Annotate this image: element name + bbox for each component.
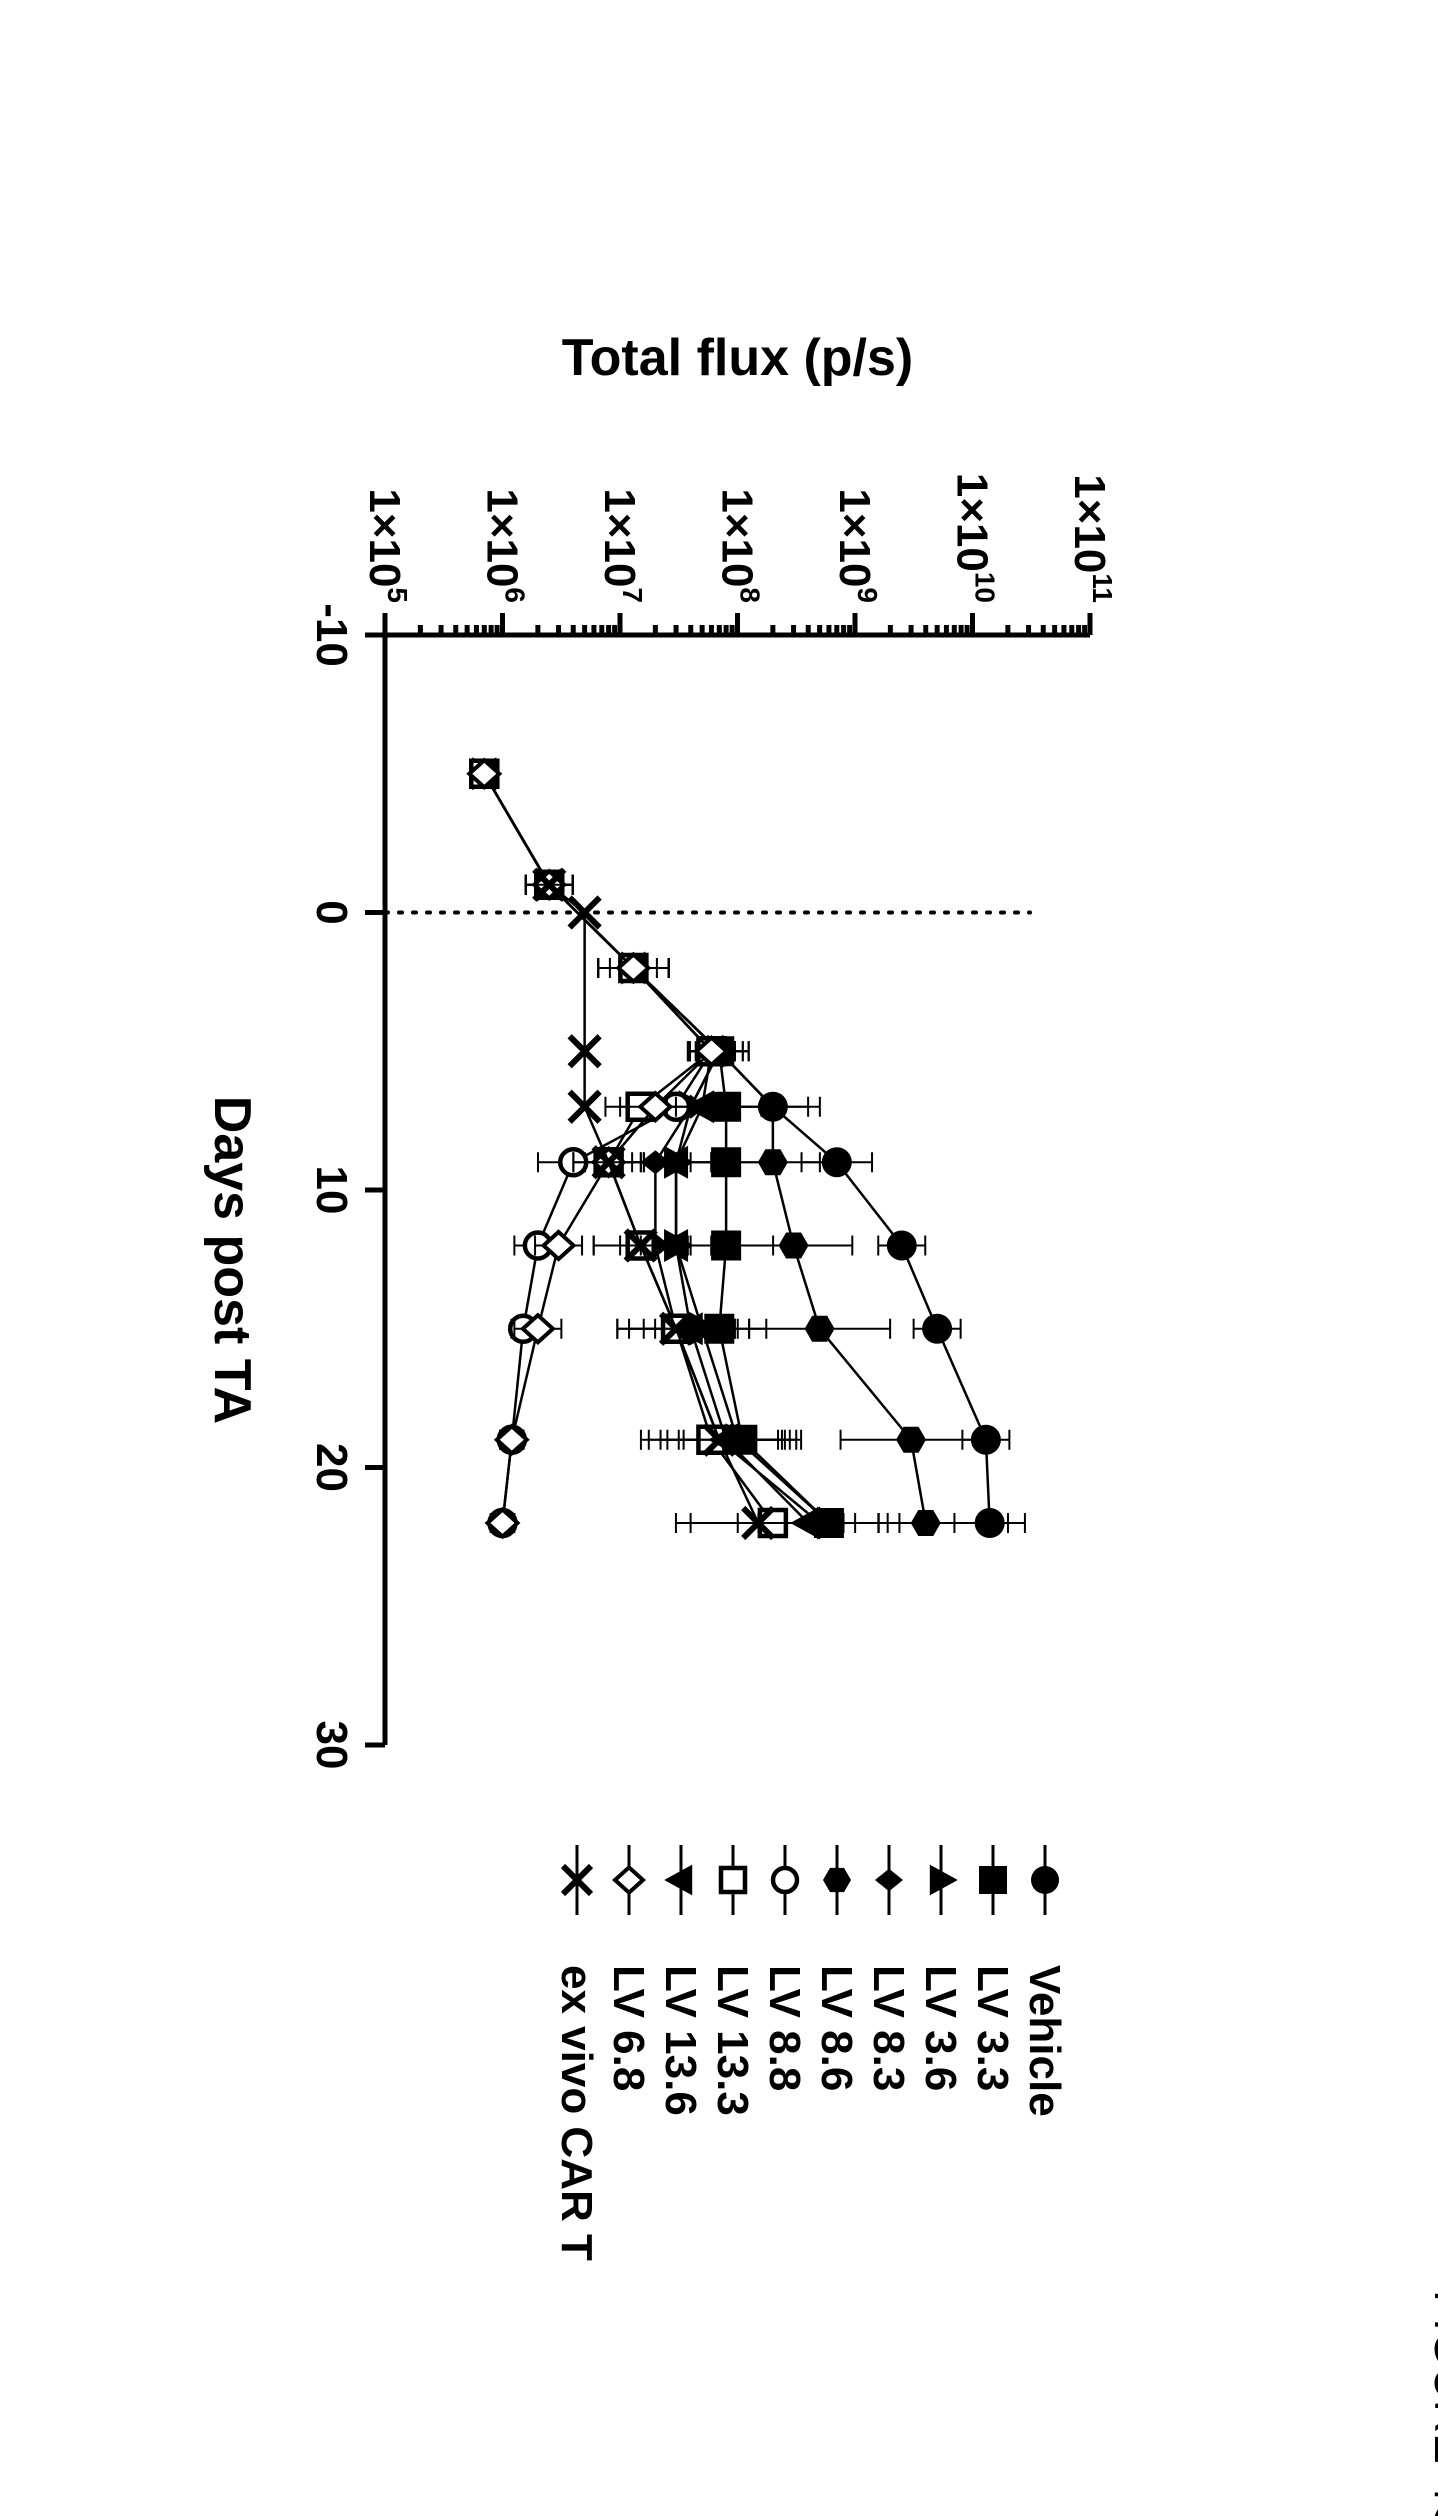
- data-point: [711, 1230, 742, 1261]
- x-marker-stroke: [623, 1228, 658, 1263]
- legend-label: LV 13.3: [708, 1965, 757, 2116]
- legend-item: Vehicle: [1020, 1845, 1069, 2117]
- legend-label: LV 8.6: [812, 1965, 861, 2091]
- data-point: [612, 1864, 646, 1896]
- data-point: [658, 1145, 689, 1179]
- data-point: [896, 1426, 927, 1453]
- x-marker-stroke: [532, 867, 567, 902]
- y-tick-label: 1×108: [713, 488, 766, 603]
- x-marker-stroke: [741, 1505, 776, 1541]
- data-point: [970, 1424, 1001, 1455]
- data-point: [1031, 1866, 1059, 1894]
- x-tick-label: 20: [307, 1443, 356, 1492]
- data-point: [591, 1145, 626, 1180]
- data-point: [922, 1313, 953, 1344]
- x-tick-label: -10: [307, 603, 356, 667]
- data-point: [718, 1865, 748, 1895]
- data-point: [804, 1315, 835, 1342]
- data-point: [637, 1090, 674, 1123]
- legend-label: LV 3.6: [916, 1965, 965, 2091]
- data-point: [567, 1034, 602, 1069]
- x-marker-stroke: [567, 1089, 602, 1124]
- y-tick-label: 1×106: [478, 488, 531, 603]
- legend-item: LV 3.3: [968, 1845, 1017, 2091]
- y-axis-title: Total flux (p/s): [562, 329, 913, 387]
- legend-item: LV 13.6: [656, 1845, 705, 2116]
- data-point: [757, 1093, 788, 1120]
- legend-item: LV 8.8: [760, 1845, 809, 2091]
- data-point: [875, 1868, 903, 1892]
- data-point: [567, 895, 602, 930]
- legend-label: LV 8.8: [760, 1965, 809, 2091]
- data-point: [560, 1863, 594, 1897]
- data-point: [567, 1089, 602, 1124]
- legend-label: LV 3.3: [968, 1965, 1017, 2091]
- data-point: [741, 1505, 776, 1541]
- data-point: [693, 1035, 730, 1068]
- legend-item: LV 6.8: [604, 1845, 653, 2091]
- data-point: [684, 1090, 715, 1124]
- data-point: [484, 1506, 521, 1540]
- data-point: [929, 1864, 958, 1896]
- data-point: [532, 867, 567, 902]
- y-tick-label: 1×107: [595, 488, 648, 603]
- data-point: [778, 1232, 809, 1259]
- x-marker-stroke: [560, 1863, 594, 1897]
- series-9: [466, 757, 736, 1540]
- legend-item: ex vivo CAR T: [552, 1845, 601, 2261]
- chart: -10 0 10 20 30 1×105 1×106 1×107 1×108 1×109 1×101…: [203, 329, 1118, 2261]
- data-point: [757, 1149, 788, 1176]
- x-marker-stroke: [658, 1311, 694, 1346]
- legend-item: LV 8.3: [864, 1845, 913, 2091]
- data-point: [702, 1422, 737, 1457]
- data-point: [821, 1147, 852, 1178]
- legend-label: LV 8.3: [864, 1965, 913, 2091]
- legend-label: ex vivo CAR T: [552, 1965, 601, 2261]
- y-tick-label: 1×105: [360, 488, 413, 603]
- data-point: [623, 1228, 658, 1263]
- data-point: [519, 1312, 556, 1345]
- x-marker-stroke: [702, 1422, 737, 1457]
- x-marker-stroke: [567, 1034, 602, 1069]
- x-tick-label: 0: [307, 900, 356, 924]
- y-tick-label: 1×1011: [1065, 474, 1118, 603]
- data-point: [493, 1423, 530, 1456]
- x-marker-stroke: [567, 895, 602, 930]
- legend-label: LV 13.6: [656, 1965, 705, 2116]
- series-line: [483, 773, 714, 1524]
- legend-item: LV 13.3: [708, 1845, 757, 2116]
- data-point: [466, 757, 503, 790]
- x-marker-stroke: [591, 1145, 626, 1180]
- x-tick-label: 10: [307, 1166, 356, 1215]
- data-point: [664, 1864, 693, 1896]
- data-point: [979, 1866, 1007, 1894]
- series-8: [466, 757, 880, 1540]
- figure-label: FIGURE 4C: [1425, 2290, 1438, 2516]
- data-point: [658, 1311, 694, 1346]
- y-tick-label: 1×109: [830, 488, 883, 603]
- data-point: [615, 951, 652, 985]
- series-10: [524, 867, 842, 1541]
- data-point: [886, 1230, 917, 1261]
- legend-label: LV 6.8: [604, 1965, 653, 2091]
- data-point: [823, 1867, 851, 1893]
- x-axis-title: Days post TA: [203, 1096, 261, 1424]
- legend-item: LV 3.6: [916, 1845, 965, 2091]
- legend-label: Vehicle: [1020, 1965, 1069, 2117]
- data-point: [910, 1510, 941, 1536]
- legend-item: LV 8.6: [812, 1845, 861, 2091]
- axes: -10 0 10 20 30 1×105 1×106 1×107 1×108 1×109 1×101…: [203, 329, 1118, 1769]
- series-4: [469, 761, 880, 1535]
- y-tick-label: 1×1010: [948, 473, 1001, 603]
- x-tick-label: 30: [307, 1721, 356, 1770]
- plot-area: [466, 757, 1026, 1541]
- data-point: [770, 1865, 800, 1895]
- data-point: [540, 1229, 577, 1262]
